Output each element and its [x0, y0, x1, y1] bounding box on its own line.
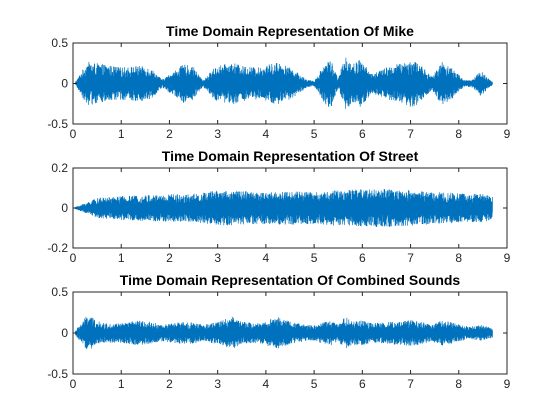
x-tick-label: 5 [311, 127, 318, 141]
x-tick-label: 9 [504, 251, 511, 265]
chart-title: Time Domain Representation Of Combined S… [120, 272, 461, 288]
x-tick-label: 2 [166, 127, 173, 141]
x-tick-label: 0 [70, 377, 77, 391]
waveform-series [75, 316, 493, 350]
x-tick-label: 4 [263, 127, 270, 141]
y-tick-label: -0.5 [47, 117, 68, 131]
x-tick-label: 6 [359, 377, 366, 391]
x-tick-label: 2 [166, 377, 173, 391]
x-tick-label: 5 [311, 251, 318, 265]
x-tick-label: 7 [407, 251, 414, 265]
y-tick-label: 0.5 [51, 36, 68, 50]
x-tick-label: 1 [118, 127, 125, 141]
x-tick-label: 4 [263, 251, 270, 265]
x-tick-label: 3 [214, 251, 221, 265]
chart-title: Time Domain Representation Of Mike [166, 23, 414, 39]
x-tick-label: 6 [359, 251, 366, 265]
x-tick-label: 0 [70, 127, 77, 141]
y-tick-label: -0.5 [47, 367, 68, 381]
y-tick-label: -0.2 [47, 241, 68, 255]
x-tick-label: 5 [311, 377, 318, 391]
x-tick-label: 1 [118, 251, 125, 265]
x-tick-label: 8 [455, 127, 462, 141]
x-tick-label: 8 [455, 251, 462, 265]
x-tick-label: 4 [263, 377, 270, 391]
x-tick-label: 0 [70, 251, 77, 265]
x-tick-label: 1 [118, 377, 125, 391]
x-tick-label: 3 [214, 377, 221, 391]
x-tick-label: 3 [214, 127, 221, 141]
x-tick-label: 7 [407, 377, 414, 391]
y-tick-label: 0 [61, 326, 68, 340]
x-tick-label: 9 [504, 127, 511, 141]
y-tick-label: 0.2 [51, 161, 68, 175]
chart-title: Time Domain Representation Of Street [162, 148, 419, 164]
x-tick-label: 7 [407, 127, 414, 141]
x-tick-label: 6 [359, 127, 366, 141]
waveform-series [75, 189, 493, 227]
x-tick-label: 8 [455, 377, 462, 391]
x-tick-label: 9 [504, 377, 511, 391]
y-tick-label: 0 [61, 77, 68, 91]
y-tick-label: 0.5 [51, 285, 68, 299]
x-tick-label: 2 [166, 251, 173, 265]
y-tick-label: 0 [61, 201, 68, 215]
waveform-series [75, 57, 493, 109]
